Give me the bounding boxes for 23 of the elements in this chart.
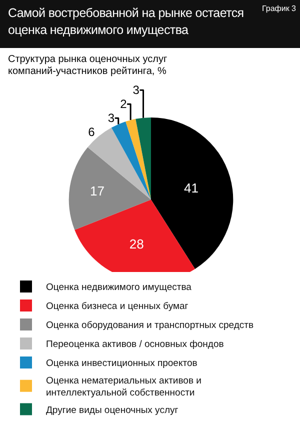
- pie-slice: [151, 117, 234, 270]
- pie-slice: [88, 128, 151, 200]
- data-label: 41: [184, 180, 198, 196]
- data-label: 2: [120, 97, 128, 112]
- data-label: 28: [129, 236, 144, 252]
- chart-subtitle: Структура рынка оценочных услуг компаний-участников рейтинга, %: [7, 53, 168, 79]
- legend-label: Оценка бизнеса и ценных бумаг: [46, 301, 189, 312]
- pie-slice: [136, 117, 151, 200]
- data-label: 6: [88, 125, 96, 140]
- legend-label: Другие виды оценочных услуг: [46, 404, 179, 416]
- pie-slice: [126, 118, 151, 200]
- data-label: 17: [90, 184, 104, 199]
- data-label: 3: [108, 111, 115, 126]
- legend-label: Оценка оборудования и транспортных средств: [46, 320, 254, 332]
- chart-title: Самой востребованной на рынке остается оценка недвижимого имущества: [8, 5, 245, 39]
- text: График 3: [262, 4, 296, 13]
- legend-label: Оценка нематериальных активов и интеллектуальной собственности: [46, 375, 202, 399]
- legend-label: Оценка инвестиционных проектов: [46, 358, 198, 370]
- pie-slice: [111, 122, 151, 200]
- data-label: 3: [132, 83, 140, 98]
- pie-slice: [68, 147, 151, 230]
- legend-label: Переоценка активов / основных фондов: [46, 339, 224, 350]
- legend-label: Оценка недвижимого имущества: [46, 282, 192, 294]
